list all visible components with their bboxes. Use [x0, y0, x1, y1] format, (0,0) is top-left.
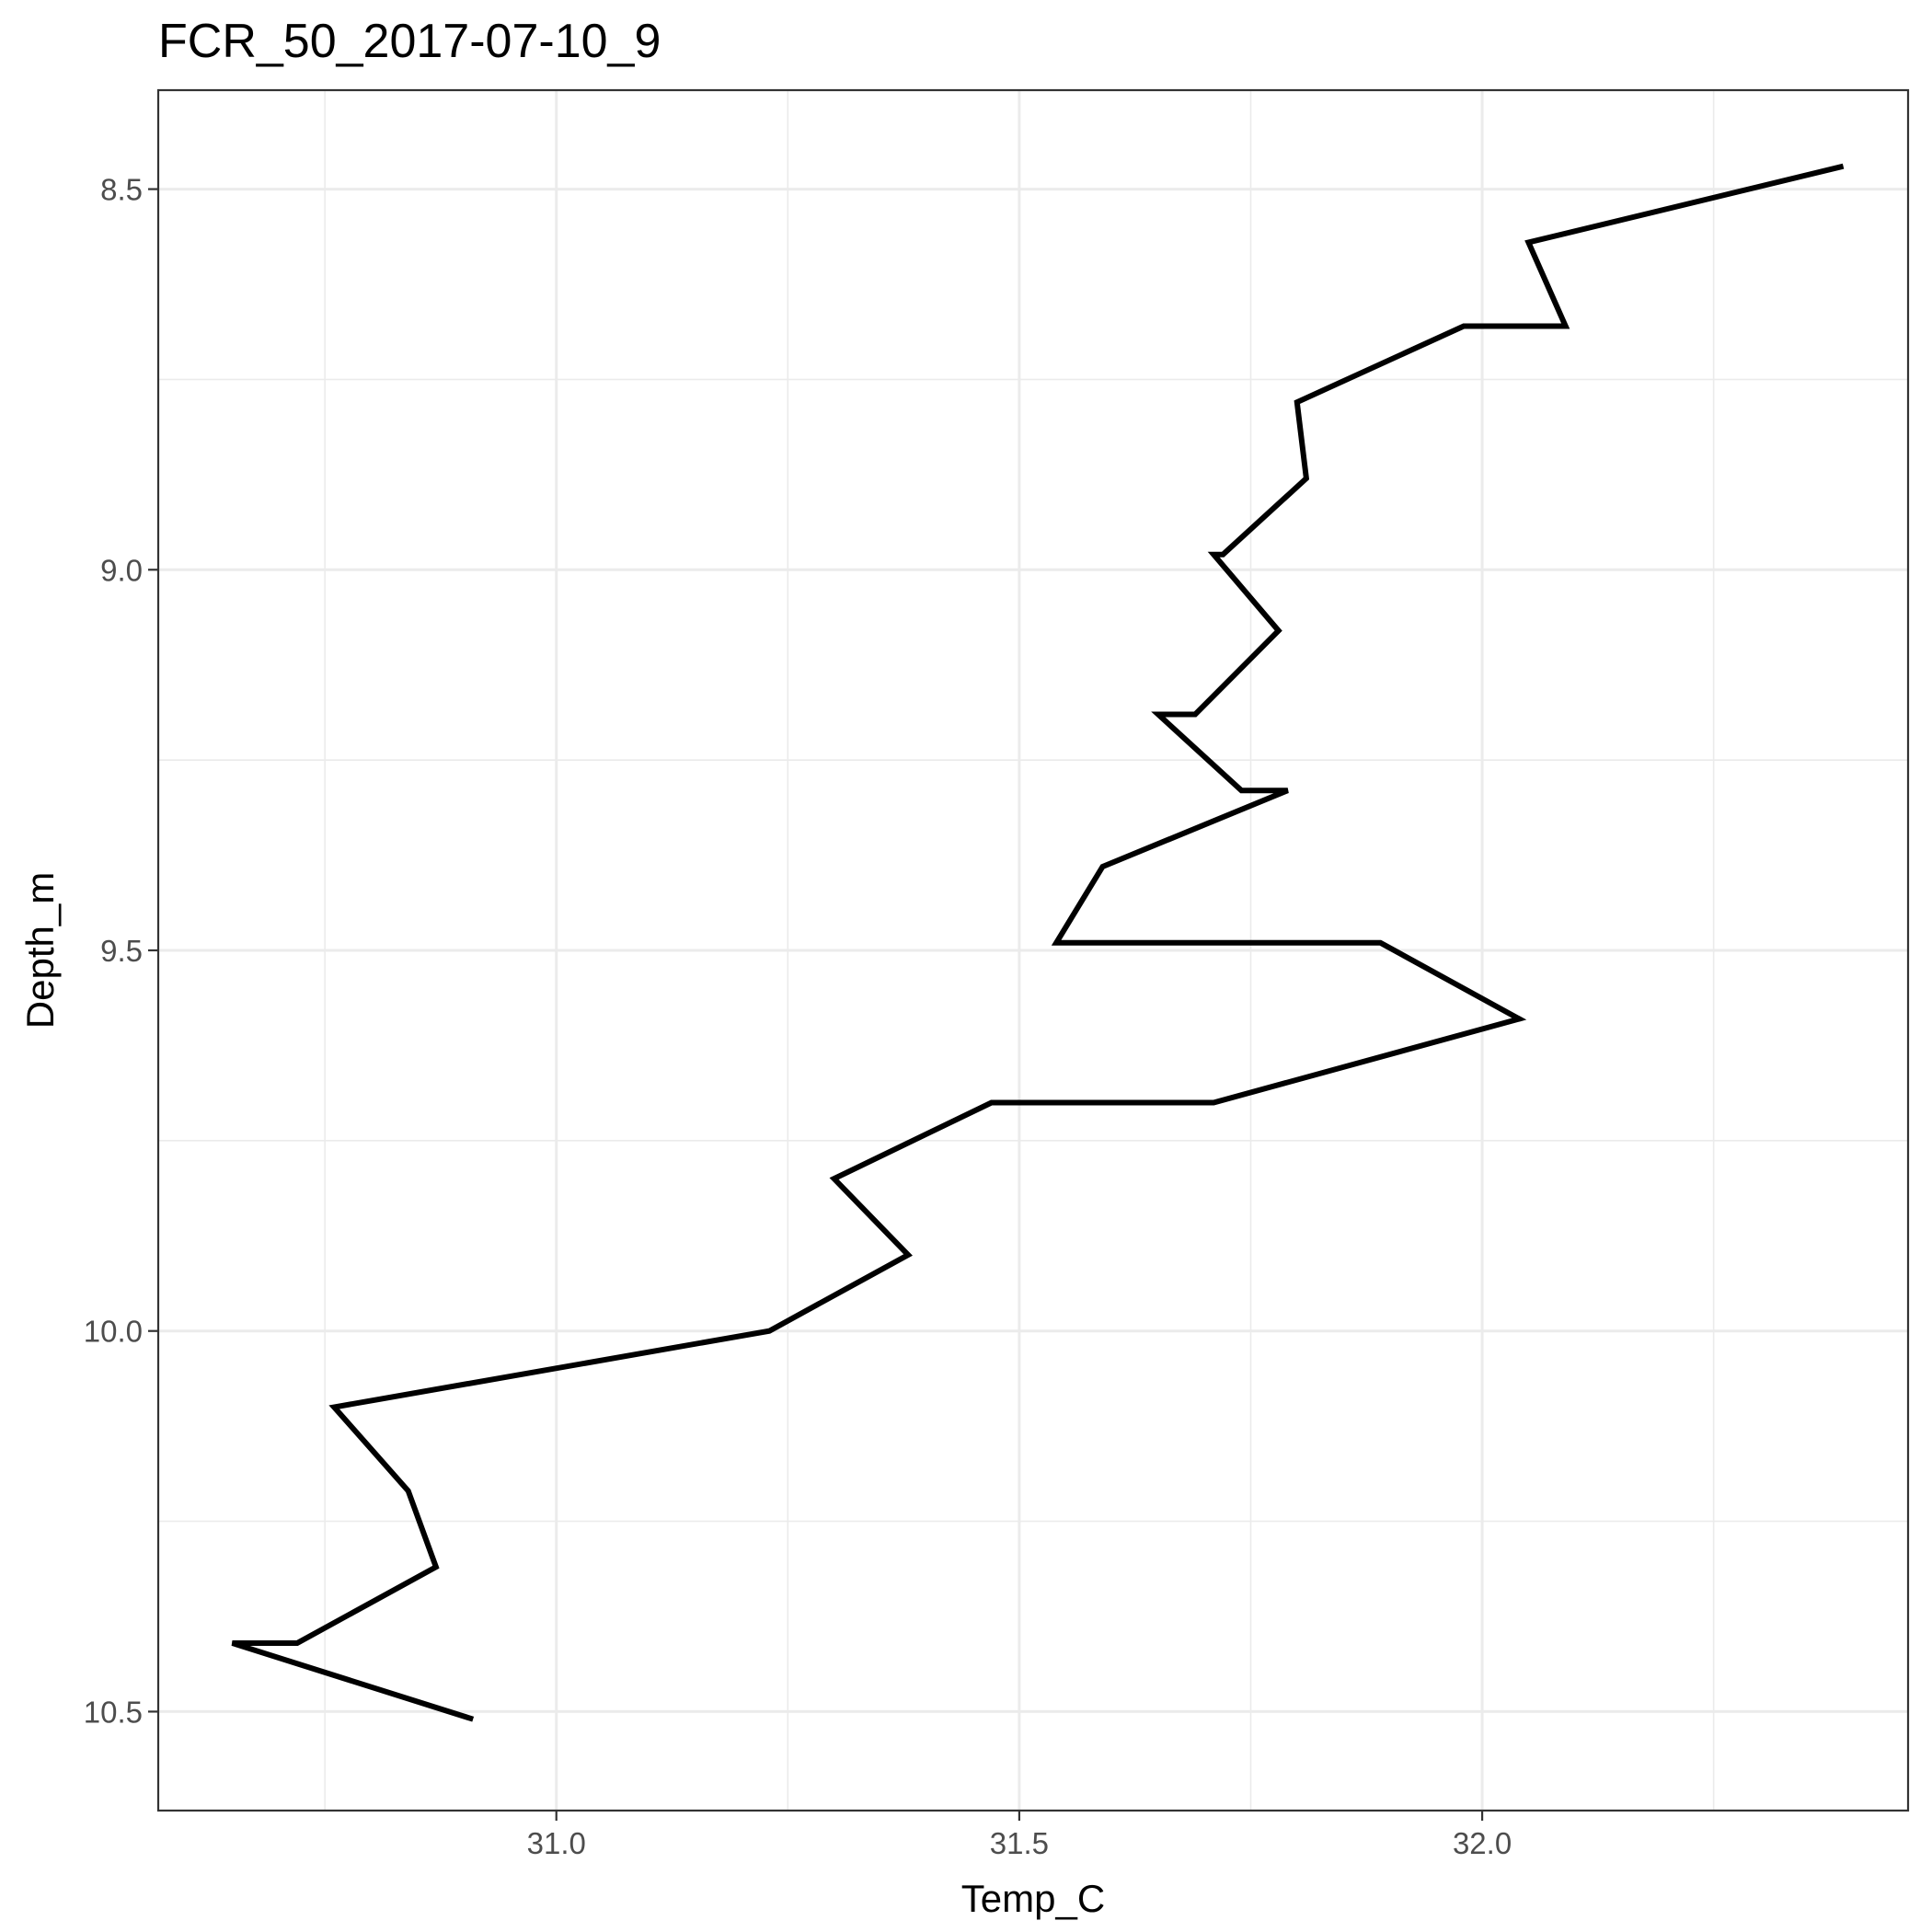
y-tick-label: 8.5 [100, 173, 143, 207]
chart-title: FCR_50_2017-07-10_9 [158, 15, 661, 68]
y-tick-label: 10.0 [84, 1315, 143, 1349]
grid-lines [158, 90, 1908, 1811]
x-tick-label: 31.5 [990, 1826, 1049, 1860]
x-axis-title: Temp_C [961, 1877, 1105, 1920]
x-tick-label: 32.0 [1453, 1826, 1512, 1860]
y-axis-title: Depth_m [18, 872, 62, 1029]
y-tick-label: 9.5 [100, 934, 143, 968]
data-series [231, 163, 1845, 1722]
axes: 31.0 31.5 32.0 8.5 9.0 9.5 10.0 10.5 [84, 173, 1512, 1860]
y-tick-label: 9.0 [100, 553, 143, 587]
x-tick-label: 31.0 [527, 1826, 586, 1860]
temperature-profile-line [231, 163, 1845, 1722]
y-tick-label: 10.5 [84, 1695, 143, 1729]
